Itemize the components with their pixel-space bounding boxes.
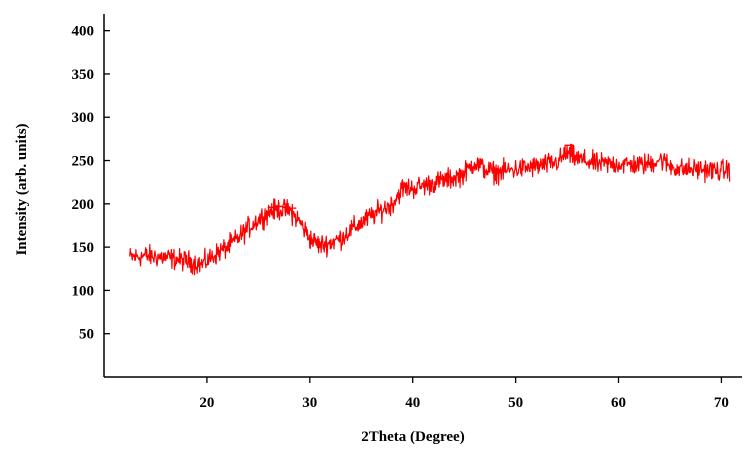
y-ticks: 50 100 150 200 250 300 350 400 [72, 24, 110, 343]
y-tick-label: 200 [72, 197, 95, 213]
x-tick-label: 60 [611, 395, 626, 411]
x-axis-title: 2Theta (Degree) [361, 429, 464, 445]
peak-markers [267, 144, 574, 213]
series-line [129, 143, 731, 276]
x-tick-label: 30 [302, 395, 317, 411]
y-tick-label: 50 [79, 327, 94, 343]
cross-marker [274, 202, 283, 211]
x-tick-label: 70 [714, 395, 729, 411]
y-tick-label: 250 [72, 154, 95, 170]
cross-marker [282, 203, 291, 212]
x-tick-label: 40 [405, 395, 420, 411]
x-tick-label: 20 [199, 395, 214, 411]
y-tick-label: 350 [72, 67, 95, 83]
x-ticks: 20 30 40 50 60 70 [199, 377, 729, 411]
cross-marker [267, 203, 276, 212]
y-axis-title: Intensity (arb. units) [14, 123, 30, 255]
y-tick-label: 150 [72, 240, 95, 256]
y-tick-label: 100 [72, 283, 95, 299]
square-marker [564, 144, 574, 154]
x-tick-label: 50 [508, 395, 523, 411]
y-tick-label: 300 [72, 110, 95, 126]
cross-marker [288, 204, 297, 213]
y-tick-label: 400 [72, 24, 95, 40]
